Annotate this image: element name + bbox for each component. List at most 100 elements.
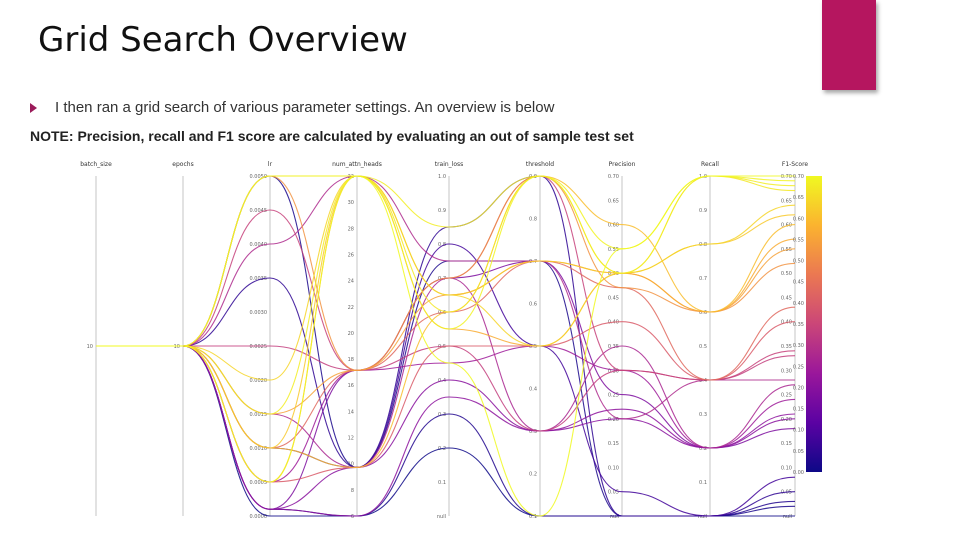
- axis-label-F1-Score: F1-Score: [782, 161, 809, 168]
- tick-label: 0.0015: [250, 412, 268, 418]
- tick-label: 0.05: [781, 490, 792, 496]
- axis-label-epochs: epochs: [172, 161, 193, 168]
- axis-label-threshold: threshold: [526, 161, 554, 168]
- data-line: [96, 175, 796, 415]
- data-line: [96, 175, 795, 420]
- axis-label-batch_size: batch_size: [80, 161, 112, 168]
- data-line: [96, 260, 796, 510]
- tick-label: 0.4: [529, 387, 537, 393]
- tick-label: 0.8: [699, 242, 707, 248]
- tick-label: 0.8: [529, 217, 537, 223]
- tick-label: 0.20: [781, 417, 792, 423]
- colorbar-tick-label: 0.20: [793, 385, 804, 391]
- tick-label: 0.70: [781, 174, 792, 180]
- tick-label: 0.30: [781, 368, 792, 374]
- tick-label: 0.9: [699, 208, 707, 214]
- tick-label: 0.15: [608, 441, 619, 447]
- note-text: NOTE: Precision, recall and F1 score are…: [30, 128, 634, 144]
- data-line: [96, 175, 796, 468]
- data-line: [96, 248, 796, 415]
- tick-label: 10: [87, 344, 93, 350]
- data-line: [96, 260, 796, 449]
- tick-label: 0.40: [608, 320, 619, 326]
- colorbar-tick-label: 0.60: [793, 216, 804, 222]
- tick-label: 28: [348, 226, 354, 232]
- axis-label-Precision: Precision: [609, 161, 636, 168]
- tick-label: 0.8: [438, 242, 446, 248]
- tick-label: 0.7: [699, 276, 707, 282]
- tick-label: 0.05: [608, 490, 619, 496]
- triangle-bullet-icon: [30, 102, 37, 113]
- tick-label: 0.15: [781, 441, 792, 447]
- tick-label: 0.0025: [250, 344, 268, 350]
- tick-label: 12: [348, 436, 354, 442]
- tick-label: 0.0020: [250, 378, 268, 384]
- colorbar-tick-label: 0.50: [793, 259, 804, 265]
- axis-label-train_loss: train_loss: [435, 161, 464, 168]
- tick-label: 0.1: [699, 480, 707, 486]
- tick-label: null: [698, 514, 707, 520]
- tick-label: 18: [348, 357, 354, 363]
- colorbar-tick-label: 0.25: [793, 364, 804, 370]
- tick-label: null: [783, 514, 792, 520]
- tick-label: 0.45: [781, 295, 792, 301]
- data-line: [96, 175, 796, 381]
- colorbar-tick-label: 0.30: [793, 343, 804, 349]
- tick-label: 0.0010: [250, 446, 268, 452]
- colorbar-tick-label: 0.10: [793, 428, 804, 434]
- colorbar-tick-label: 0.45: [793, 280, 804, 286]
- tick-label: 8: [351, 488, 354, 494]
- tick-label: 0.6: [529, 302, 537, 308]
- tick-label: 20: [348, 331, 354, 337]
- tick-label: 0.2: [529, 472, 537, 478]
- tick-label: 0.9: [438, 208, 446, 214]
- axis-label-num_attn_heads: num_attn_heads: [332, 161, 382, 168]
- tick-label: 16: [348, 383, 354, 389]
- tick-label: 0.35: [781, 344, 792, 350]
- axis-label-lr: lr: [268, 161, 273, 168]
- colorbar-tick-label: 0.55: [793, 237, 804, 243]
- tick-label: 0.4: [699, 378, 707, 384]
- data-line: [96, 175, 796, 517]
- tick-label: 6: [351, 514, 354, 520]
- slide-title: Grid Search Overview: [38, 20, 408, 60]
- tick-label: 0.25: [608, 393, 619, 399]
- data-line: [96, 345, 796, 432]
- tick-label: 0.50: [781, 271, 792, 277]
- tick-label: 1.0: [438, 174, 446, 180]
- colorbar-tick-label: 0.70: [793, 174, 804, 180]
- tick-label: null: [610, 514, 619, 520]
- colorbar-tick-label: 0.40: [793, 301, 804, 307]
- tick-label: 0.6: [699, 310, 707, 316]
- colorbar-tick-label: 0.05: [793, 449, 804, 455]
- tick-label: 24: [348, 279, 354, 285]
- tick-label: 0.0000: [250, 514, 268, 520]
- tick-label: 10: [174, 344, 180, 350]
- tick-label: 0.60: [608, 223, 619, 229]
- tick-label: 0.0050: [250, 174, 268, 180]
- tick-label: 0.0040: [250, 242, 268, 248]
- tick-label: 22: [348, 305, 354, 311]
- tick-label: 0.3: [699, 412, 707, 418]
- tick-label: 0.55: [608, 247, 619, 253]
- tick-label: null: [437, 514, 446, 520]
- tick-label: 0.5: [699, 344, 707, 350]
- colorbar: [806, 176, 822, 472]
- tick-label: 0.0045: [250, 208, 268, 214]
- accent-bar: [822, 0, 876, 90]
- tick-label: 0.10: [781, 465, 792, 471]
- tick-label: 0.20: [608, 417, 619, 423]
- tick-label: 0.5: [529, 344, 537, 350]
- bullet-row: I then ran a grid search of various para…: [30, 99, 554, 116]
- data-line: [96, 345, 796, 517]
- tick-label: 14: [348, 409, 354, 415]
- colorbar-tick-label: 0.00: [793, 470, 804, 476]
- tick-label: 0.70: [608, 174, 619, 180]
- tick-label: 0.45: [608, 295, 619, 301]
- tick-label: 0.7: [529, 259, 537, 265]
- colorbar-tick-label: 0.15: [793, 407, 804, 413]
- tick-label: 26: [348, 252, 354, 258]
- tick-label: 0.25: [781, 393, 792, 399]
- tick-label: 30: [348, 200, 354, 206]
